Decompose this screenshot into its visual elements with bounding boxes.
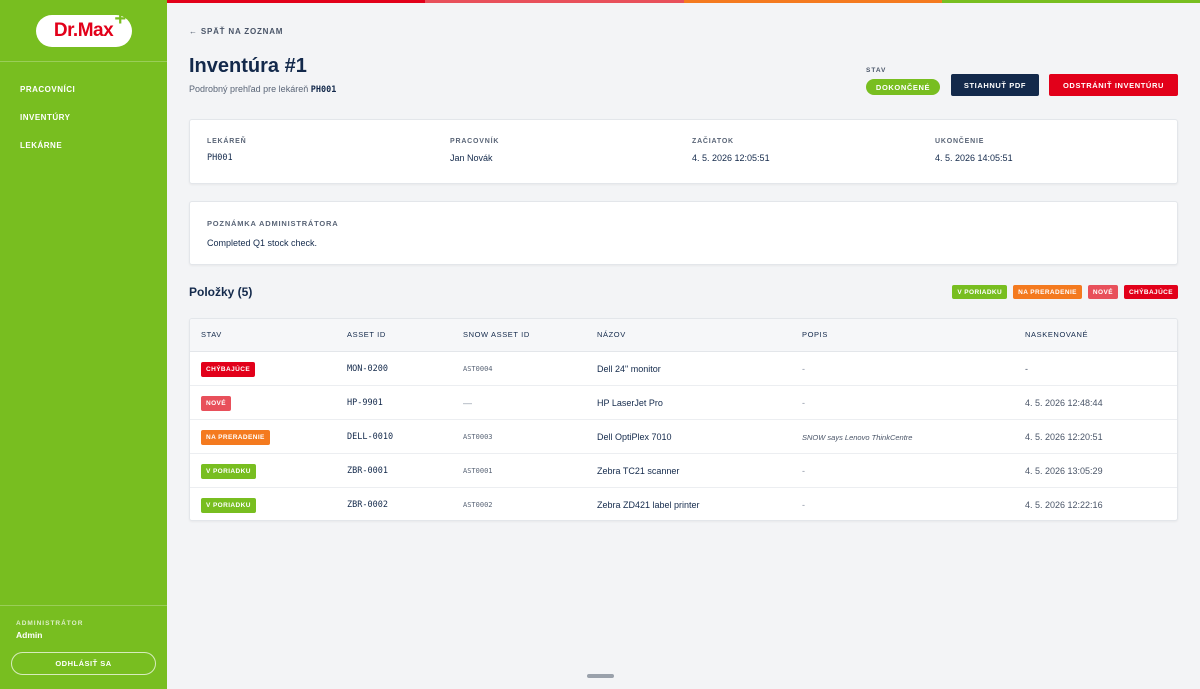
- col-snow-id[interactable]: SNOW ASSET ID: [463, 330, 530, 339]
- row-scanned: -: [1025, 364, 1028, 374]
- logo-plus-icon: +: [114, 7, 126, 30]
- info-pharmacy: LEKÁREŇ PH001: [207, 138, 246, 163]
- legend-new-badge: NOVÉ: [1087, 285, 1118, 299]
- row-scanned: 4. 5. 2026 12:20:51: [1025, 432, 1103, 442]
- col-description[interactable]: POPIS: [802, 330, 828, 339]
- row-description: -: [802, 466, 805, 476]
- back-to-list-link[interactable]: ← SPÄŤ NA ZOZNAM: [189, 27, 284, 36]
- table-row[interactable]: V PORIADKU ZBR-0001 AST0001 Zebra TC21 s…: [190, 454, 1177, 488]
- sidebar-item-pharmacies[interactable]: LEKÁRNE: [20, 141, 63, 150]
- row-asset-id: DELL-0010: [347, 432, 394, 442]
- row-snow-id: —: [463, 398, 472, 408]
- row-description: SNOW says Lenovo ThinkCentre: [802, 432, 913, 442]
- info-end-value: 4. 5. 2026 14:05:51: [935, 153, 1013, 163]
- status-block: STAV DOKONČENÉ: [866, 67, 940, 95]
- info-pharmacy-label: LEKÁREŇ: [207, 138, 247, 145]
- status-badge: NA PRERADENIE: [201, 429, 270, 445]
- logo-area: Dr.Max +: [0, 0, 167, 62]
- row-snow-id: AST0004: [463, 365, 493, 373]
- row-description: -: [802, 500, 805, 510]
- strip-green: [941, 0, 1200, 3]
- logo-text: Dr.Max: [53, 19, 114, 41]
- table-header: STAV ASSET ID SNOW ASSET ID NÁZOV POPIS …: [190, 319, 1177, 352]
- status-badge: DOKONČENÉ: [866, 79, 940, 95]
- row-description: -: [802, 398, 805, 408]
- table-row[interactable]: V PORIADKU ZBR-0002 AST0002 Zebra ZD421 …: [190, 488, 1177, 520]
- legend-missing-badge: CHÝBAJÚCE: [1123, 285, 1178, 299]
- drmax-logo[interactable]: Dr.Max +: [35, 9, 132, 47]
- row-asset-id: MON-0200: [347, 364, 388, 374]
- status-label: STAV: [866, 67, 887, 74]
- info-pharmacy-value: PH001: [207, 153, 233, 163]
- row-name: Zebra ZD421 label printer: [597, 500, 700, 510]
- admin-note-card: POZNÁMKA ADMINISTRÁTORA Completed Q1 sto…: [189, 201, 1178, 265]
- col-status[interactable]: STAV: [201, 330, 222, 339]
- top-color-strip: [167, 0, 1200, 3]
- strip-red: [167, 0, 426, 3]
- status-badge: CHÝBAJÚCE: [201, 361, 256, 377]
- row-snow-id: AST0003: [463, 433, 493, 441]
- row-scanned: 4. 5. 2026 13:05:29: [1025, 466, 1103, 476]
- info-worker-value: Jan Novák: [450, 153, 493, 163]
- col-name[interactable]: NÁZOV: [597, 330, 626, 339]
- table-row[interactable]: CHÝBAJÚCE MON-0200 AST0004 Dell 24" moni…: [190, 352, 1177, 386]
- row-status: V PORIADKU: [201, 488, 256, 520]
- row-snow-id: AST0002: [463, 501, 493, 509]
- info-worker: PRACOVNÍK Jan Novák: [450, 138, 499, 163]
- row-status: CHÝBAJÚCE: [201, 352, 256, 386]
- page-subtitle: Podrobný prehľad pre lekáreň PH001: [189, 84, 336, 95]
- items-title: Položky (5): [189, 285, 253, 299]
- inventory-info-card: LEKÁREŇ PH001 PRACOVNÍK Jan Novák ZAČIAT…: [189, 119, 1178, 184]
- logout-button[interactable]: ODHLÁSIŤ SA: [11, 652, 156, 675]
- delete-inventory-button[interactable]: ODSTRÁNIŤ INVENTÚRU: [1049, 74, 1178, 96]
- info-start: ZAČIATOK 4. 5. 2026 12:05:51: [692, 138, 770, 163]
- row-name: Dell 24" monitor: [597, 364, 661, 374]
- admin-note-label: POZNÁMKA ADMINISTRÁTORA: [207, 219, 339, 228]
- row-scanned: 4. 5. 2026 12:48:44: [1025, 398, 1103, 408]
- row-status: NOVÉ: [201, 386, 232, 420]
- user-name: Admin: [16, 630, 43, 640]
- legend-move-badge: NA PRERADENIE: [1013, 285, 1082, 299]
- col-scanned[interactable]: NASKENOVANÉ: [1025, 330, 1089, 339]
- row-snow-id: AST0001: [463, 467, 493, 475]
- row-status: V PORIADKU: [201, 454, 256, 488]
- table-row[interactable]: NOVÉ HP-9901 — HP LaserJet Pro - 4. 5. 2…: [190, 386, 1177, 420]
- info-start-label: ZAČIATOK: [692, 138, 734, 145]
- row-asset-id: ZBR-0002: [347, 500, 388, 510]
- info-end: UKONČENIE 4. 5. 2026 14:05:51: [935, 138, 1013, 163]
- row-name: Zebra TC21 scanner: [597, 466, 680, 476]
- subtitle-text: Podrobný prehľad pre lekáreň: [189, 84, 309, 94]
- row-name: Dell OptiPlex 7010: [597, 432, 672, 442]
- status-badge: V PORIADKU: [201, 463, 256, 479]
- sidebar-user-panel: ADMINISTRÁTOR Admin ODHLÁSIŤ SA: [0, 605, 167, 689]
- download-pdf-button[interactable]: STIAHNUŤ PDF: [951, 74, 1039, 96]
- sidebar-nav: PRACOVNÍCI INVENTÚRY LEKÁRNE: [0, 62, 167, 160]
- row-description: -: [802, 364, 805, 374]
- strip-pink: [425, 0, 684, 3]
- info-start-value: 4. 5. 2026 12:05:51: [692, 153, 770, 163]
- sidebar-item-workers[interactable]: PRACOVNÍCI: [20, 85, 76, 94]
- sidebar-item-inventories[interactable]: INVENTÚRY: [20, 113, 71, 122]
- sidebar: Dr.Max + PRACOVNÍCI INVENTÚRY LEKÁRNE AD…: [0, 0, 167, 689]
- row-asset-id: HP-9901: [347, 398, 383, 408]
- page-title: Inventúra #1: [189, 55, 307, 77]
- table-row[interactable]: NA PRERADENIE DELL-0010 AST0003 Dell Opt…: [190, 420, 1177, 454]
- row-name: HP LaserJet Pro: [597, 398, 663, 408]
- subtitle-pharmacy-code: PH001: [310, 85, 337, 95]
- user-role: ADMINISTRÁTOR: [16, 620, 84, 627]
- items-table: STAV ASSET ID SNOW ASSET ID NÁZOV POPIS …: [189, 318, 1178, 521]
- col-asset-id[interactable]: ASSET ID: [347, 330, 386, 339]
- status-badge: V PORIADKU: [201, 497, 256, 513]
- legend-ok-badge: V PORIADKU: [952, 285, 1008, 299]
- status-legend: V PORIADKU NA PRERADENIE NOVÉ CHÝBAJÚCE: [952, 285, 1178, 299]
- status-badge: NOVÉ: [201, 395, 232, 411]
- info-worker-label: PRACOVNÍK: [450, 138, 500, 145]
- info-end-label: UKONČENIE: [935, 138, 985, 145]
- scroll-handle[interactable]: [587, 674, 614, 678]
- row-asset-id: ZBR-0001: [347, 466, 388, 476]
- admin-note-text: Completed Q1 stock check.: [207, 238, 318, 248]
- strip-orange: [683, 0, 942, 3]
- row-status: NA PRERADENIE: [201, 420, 270, 454]
- row-scanned: 4. 5. 2026 12:22:16: [1025, 500, 1103, 510]
